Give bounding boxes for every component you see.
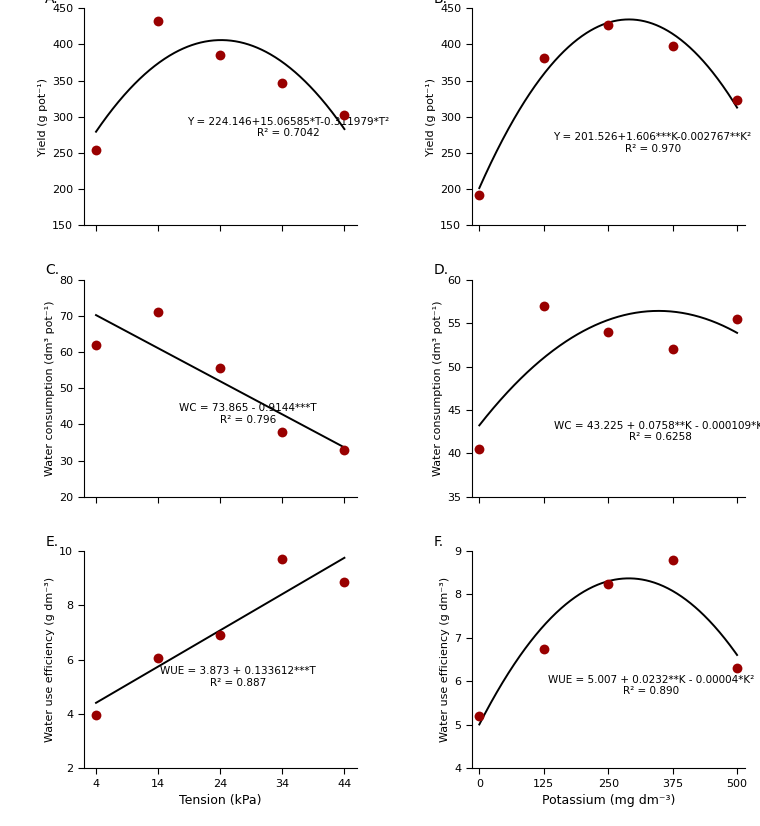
Text: E.: E. <box>46 535 59 549</box>
Point <box>667 343 679 356</box>
Text: C.: C. <box>46 263 59 278</box>
Point <box>90 709 102 722</box>
X-axis label: Tension (kPa): Tension (kPa) <box>179 794 261 807</box>
Point <box>338 443 350 456</box>
Point <box>602 325 614 339</box>
Y-axis label: Water consumption (dm³ pot⁻¹): Water consumption (dm³ pot⁻¹) <box>45 301 55 476</box>
Text: F.: F. <box>433 535 443 549</box>
Text: B.: B. <box>433 0 448 6</box>
Y-axis label: Yield (g pot⁻¹): Yield (g pot⁻¹) <box>426 78 436 156</box>
Point <box>537 299 549 312</box>
Text: Y = 224.146+15.06585*T-0.311979*T²
R² = 0.7042: Y = 224.146+15.06585*T-0.311979*T² R² = … <box>188 116 390 139</box>
Point <box>473 443 486 456</box>
X-axis label: Potassium (mg dm⁻³): Potassium (mg dm⁻³) <box>542 794 675 807</box>
Point <box>537 642 549 655</box>
Point <box>473 188 486 202</box>
Point <box>214 49 226 62</box>
Point <box>667 553 679 567</box>
Y-axis label: Water use efficiency (g dm⁻³): Water use efficiency (g dm⁻³) <box>45 577 55 743</box>
Point <box>276 76 288 89</box>
Y-axis label: Water use efficiency (g dm⁻³): Water use efficiency (g dm⁻³) <box>440 577 450 743</box>
Point <box>338 109 350 122</box>
Point <box>90 338 102 351</box>
Text: WC = 43.225 + 0.0758**K - 0.000109*K²
R² = 0.6258: WC = 43.225 + 0.0758**K - 0.000109*K² R²… <box>553 420 760 443</box>
Point <box>90 144 102 157</box>
Point <box>214 362 226 375</box>
Text: WUE = 3.873 + 0.133612***T
R² = 0.887: WUE = 3.873 + 0.133612***T R² = 0.887 <box>160 667 316 688</box>
Text: WUE = 5.007 + 0.0232**K - 0.00004*K²
R² = 0.890: WUE = 5.007 + 0.0232**K - 0.00004*K² R² … <box>548 675 755 696</box>
Point <box>276 553 288 566</box>
Point <box>602 18 614 31</box>
Text: WC = 73.865 - 0.9144***T
R² = 0.796: WC = 73.865 - 0.9144***T R² = 0.796 <box>179 403 317 425</box>
Point <box>214 629 226 642</box>
Point <box>338 576 350 589</box>
Point <box>731 93 743 107</box>
Point <box>731 662 743 675</box>
Point <box>731 312 743 325</box>
Point <box>152 15 164 28</box>
Y-axis label: Water consumption (dm³ pot⁻¹): Water consumption (dm³ pot⁻¹) <box>433 301 443 476</box>
Point <box>473 710 486 723</box>
Text: Y = 201.526+1.606***K-0.002767**K²
R² = 0.970: Y = 201.526+1.606***K-0.002767**K² R² = … <box>553 132 752 154</box>
Point <box>276 425 288 439</box>
Text: D.: D. <box>433 263 448 278</box>
Point <box>602 577 614 591</box>
Point <box>667 40 679 53</box>
Point <box>537 51 549 64</box>
Point <box>152 306 164 319</box>
Text: A.: A. <box>46 0 59 6</box>
Point <box>152 652 164 665</box>
Y-axis label: Yield (g pot⁻¹): Yield (g pot⁻¹) <box>38 78 48 156</box>
